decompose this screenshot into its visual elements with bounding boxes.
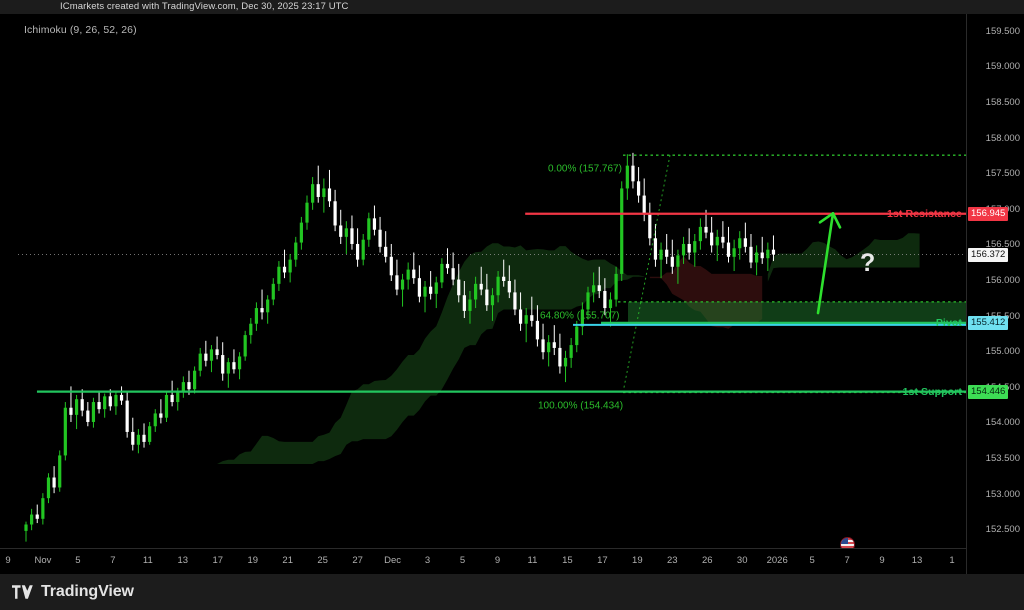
price-axis-tick: 157.500	[985, 168, 1020, 180]
current-price-tag[interactable]: 156.372	[968, 247, 1009, 262]
candlestick-series	[24, 152, 776, 542]
time-axis-tick: 5	[459, 555, 466, 566]
up-arrow-annotation	[816, 212, 842, 315]
time-axis-tick: 7	[844, 555, 850, 566]
tradingview-wordmark: TradingView	[41, 583, 134, 600]
time-axis-tick: 15	[562, 555, 573, 566]
flag-canton	[841, 538, 848, 544]
chart-plot-area[interactable]	[18, 14, 966, 548]
support-price-tag[interactable]: 154.446	[968, 384, 1009, 399]
time-axis-tick: 21	[282, 555, 293, 566]
time-axis-tick: 19	[247, 555, 259, 566]
time-axis-tick: 1	[949, 555, 955, 566]
time-axis-tick: 9	[494, 555, 501, 566]
fib-zone-layer	[628, 301, 966, 323]
question-mark-annotation: ?	[860, 248, 876, 277]
fib-648-label: 64.80% (155.707)	[540, 310, 620, 322]
price-axis-tick: 154.000	[985, 417, 1020, 429]
price-axis-tick: 152.500	[985, 524, 1020, 536]
time-axis-tick: 9	[879, 555, 885, 566]
price-axis-tick: 159.000	[985, 61, 1020, 73]
time-axis-tick: 19	[632, 555, 643, 566]
chart-frame[interactable]: Ichimoku (9, 26, 52, 26) 1st Resistance …	[0, 14, 1024, 574]
indicator-legend[interactable]: Ichimoku (9, 26, 52, 26)	[24, 24, 137, 36]
time-axis-tick: 17	[212, 555, 224, 566]
time-axis-tick: 30	[736, 555, 748, 566]
time-axis-tick: 23	[666, 555, 678, 566]
time-axis-tick: 27	[352, 555, 363, 566]
price-axis[interactable]: 159.500159.000158.500158.000157.500157.0…	[966, 14, 1024, 574]
pivot-level-label: Pivot	[935, 316, 962, 329]
attribution-text: ICmarkets created with TradingView.com, …	[0, 0, 1024, 14]
time-axis-tick: Nov	[34, 555, 52, 566]
time-axis-tick: 9	[5, 555, 11, 566]
price-axis-tick: 158.500	[985, 97, 1020, 108]
price-axis-tick: 156.500	[985, 239, 1020, 251]
time-axis-tick: 11	[142, 555, 153, 566]
time-axis-tick: 13	[177, 555, 189, 566]
support-level-label: 1st Support	[902, 385, 962, 398]
chart-canvas	[18, 152, 966, 542]
time-axis-tick: 11	[527, 555, 538, 566]
price-axis-tick: 155.000	[985, 346, 1020, 358]
fib-0-label: 0.00% (157.767)	[548, 163, 622, 175]
resistance-level-label: 1st Resistance	[887, 207, 962, 220]
horizontal-levels-layer	[36, 212, 966, 393]
tradingview-logo-icon	[12, 585, 33, 599]
time-axis-tick: 26	[701, 555, 713, 566]
time-axis-tick: 25	[317, 555, 328, 566]
price-axis-tick: 153.000	[985, 488, 1020, 500]
bottom-brand-bar: TradingView	[0, 574, 1024, 610]
time-axis-tick: 17	[597, 555, 608, 566]
price-axis-tick: 158.000	[985, 132, 1020, 144]
price-axis-tick: 156.000	[985, 275, 1020, 286]
time-axis-tick: 5	[809, 555, 815, 566]
time-axis-tick: Dec	[384, 555, 402, 566]
time-axis-tick: 2026	[766, 555, 788, 566]
fib-100-label: 100.00% (154.434)	[538, 400, 624, 412]
time-axis-tick: 13	[911, 555, 923, 566]
time-axis-tick: 3	[424, 555, 431, 566]
time-axis-tick: 5	[75, 555, 81, 566]
time-axis-tick: 7	[110, 555, 116, 566]
pivot-price-tag[interactable]: 155.412	[968, 315, 1009, 330]
resistance-price-tag[interactable]: 156.945	[968, 206, 1009, 221]
price-axis-tick: 153.500	[985, 453, 1020, 464]
price-axis-tick: 159.500	[985, 25, 1020, 37]
time-axis[interactable]: 9 Nov 5 7 11 13 17 19 21 25 27 Dec 3 5 9 11 15 17 19 23 26 30…	[0, 548, 966, 574]
